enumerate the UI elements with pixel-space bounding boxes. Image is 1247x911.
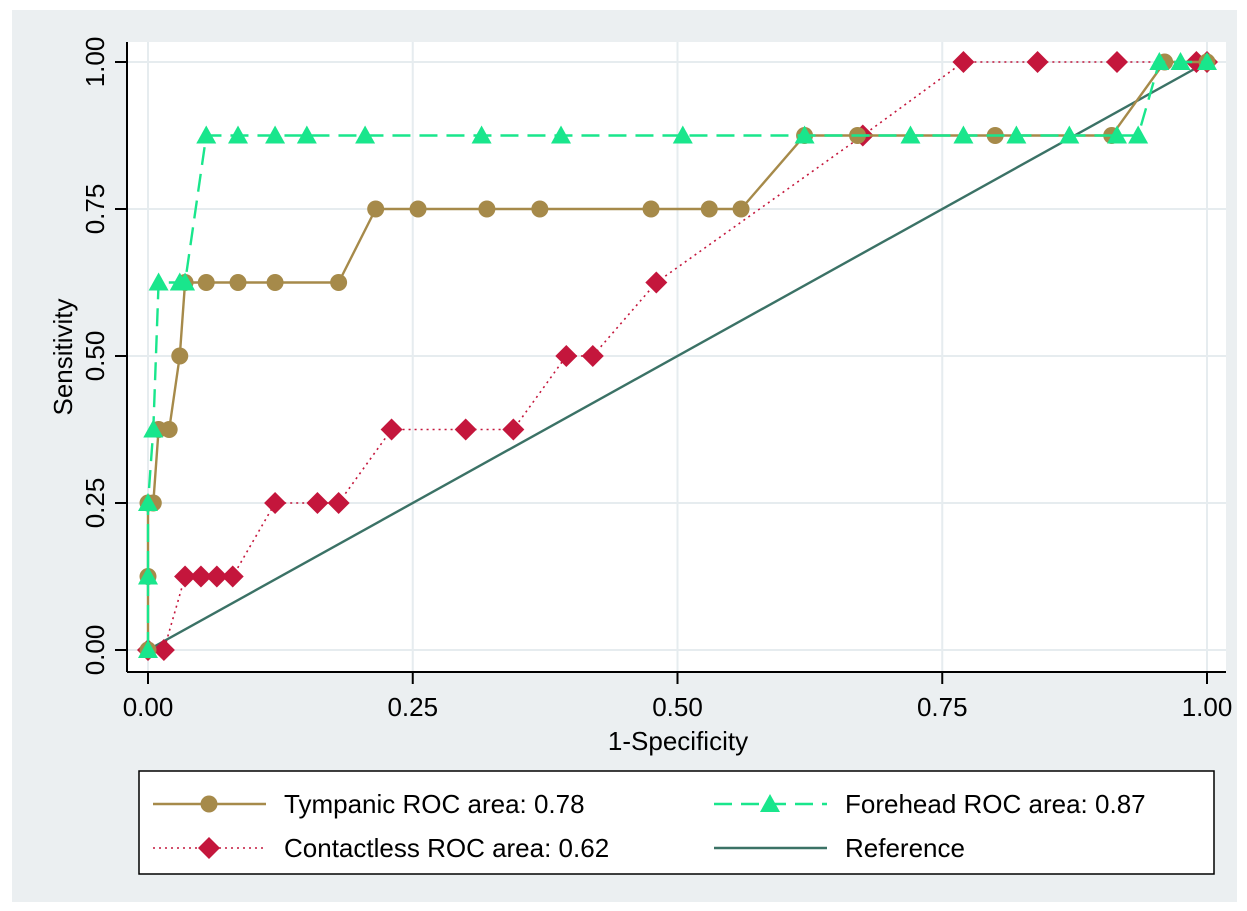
triangle-marker — [794, 125, 815, 144]
x-tick-label: 1.00 — [1182, 692, 1233, 722]
y-tick-label: 1.00 — [80, 37, 110, 88]
legend-box — [138, 770, 1215, 875]
x-axis-title: 1-Specificity — [608, 726, 748, 756]
legend-entry: Tympanic ROC area: 0.78 — [153, 789, 585, 819]
triangle-marker — [265, 125, 286, 144]
diamond-marker — [306, 492, 329, 514]
triangle-marker — [148, 272, 169, 291]
triangle-marker — [138, 493, 158, 511]
triangle-marker — [138, 640, 158, 658]
diamond-marker — [454, 418, 477, 441]
triangle-marker — [175, 272, 196, 291]
triangle-marker — [900, 125, 921, 144]
y-tick-label: 0.25 — [80, 478, 110, 529]
triangle-marker — [143, 419, 164, 438]
circle-marker — [197, 274, 215, 291]
circle-marker — [732, 200, 750, 218]
triangle-marker — [471, 125, 492, 144]
circle-marker — [367, 200, 385, 218]
y-axis-title: Sensitivity — [48, 298, 78, 415]
legend-entry: Contactless ROC area: 0.62 — [153, 833, 609, 863]
triangle-marker — [672, 125, 693, 144]
diamond-marker — [174, 565, 197, 588]
circle-marker — [700, 200, 718, 218]
circle-marker — [171, 347, 189, 365]
x-tick-label: 0.75 — [917, 692, 968, 722]
legend-circle-marker — [200, 795, 218, 813]
diamond-marker — [221, 565, 244, 588]
circle-marker — [266, 274, 284, 291]
diamond-marker — [1026, 51, 1049, 73]
circle-marker — [642, 200, 660, 218]
series-1 — [138, 52, 1217, 658]
triangle-marker — [953, 125, 974, 144]
triangle-marker — [355, 125, 376, 144]
diamond-marker — [1105, 51, 1128, 73]
diamond-marker — [502, 418, 525, 441]
series-line — [147, 60, 1208, 652]
legend-diamond-marker — [198, 837, 220, 859]
triangle-marker — [228, 125, 249, 144]
diamond-marker — [645, 271, 668, 294]
axes: 0.00 0.25 0.50 0.75 1.00 0.00 0.25 0.50 0.75 1.00 — [80, 37, 1232, 722]
triangle-marker — [551, 125, 572, 144]
diamond-marker — [327, 492, 350, 514]
triangle-marker — [1149, 52, 1170, 70]
circle-marker — [531, 200, 549, 218]
y-tick-label: 0.75 — [80, 184, 110, 235]
diamond-marker — [205, 565, 228, 588]
series-3 — [147, 60, 1208, 652]
legend-triangle-marker — [760, 794, 780, 812]
legend-label: Tympanic ROC area: 0.78 — [284, 789, 585, 819]
triangle-marker — [296, 125, 317, 144]
diamond-marker — [264, 492, 287, 514]
triangle-marker — [138, 566, 158, 585]
x-tick-label: 0.50 — [652, 692, 703, 722]
legend: Tympanic ROC area: 0.78 Forehead ROC area… — [153, 789, 1146, 863]
diamond-marker — [581, 345, 604, 367]
triangle-marker — [1128, 125, 1149, 144]
triangle-marker — [1106, 125, 1127, 144]
diamond-marker — [152, 639, 175, 661]
circle-marker — [409, 200, 427, 218]
triangle-marker — [196, 125, 217, 144]
legend-label: Reference — [845, 833, 965, 863]
legend-entry: Reference — [714, 833, 965, 863]
triangle-marker — [1059, 125, 1080, 144]
diamond-marker — [952, 51, 975, 73]
x-tick-label: 0.00 — [123, 692, 174, 722]
x-tick-label: 0.25 — [387, 692, 438, 722]
circle-marker — [229, 274, 247, 291]
legend-label: Contactless ROC area: 0.62 — [284, 833, 609, 863]
legend-entry: Forehead ROC area: 0.87 — [714, 789, 1146, 819]
diamond-marker — [555, 345, 578, 367]
diamond-marker — [380, 418, 403, 441]
circle-marker — [478, 200, 496, 218]
circle-marker — [160, 421, 178, 438]
series — [137, 51, 1218, 661]
legend-label: Forehead ROC area: 0.87 — [845, 789, 1146, 819]
triangle-marker — [1170, 52, 1191, 70]
diamond-marker — [189, 565, 212, 588]
y-tick-label: 0.50 — [80, 331, 110, 382]
y-tick-label: 0.00 — [80, 625, 110, 676]
triangle-marker — [1006, 125, 1027, 144]
triangle-marker — [1197, 52, 1217, 70]
circle-marker — [330, 274, 348, 291]
